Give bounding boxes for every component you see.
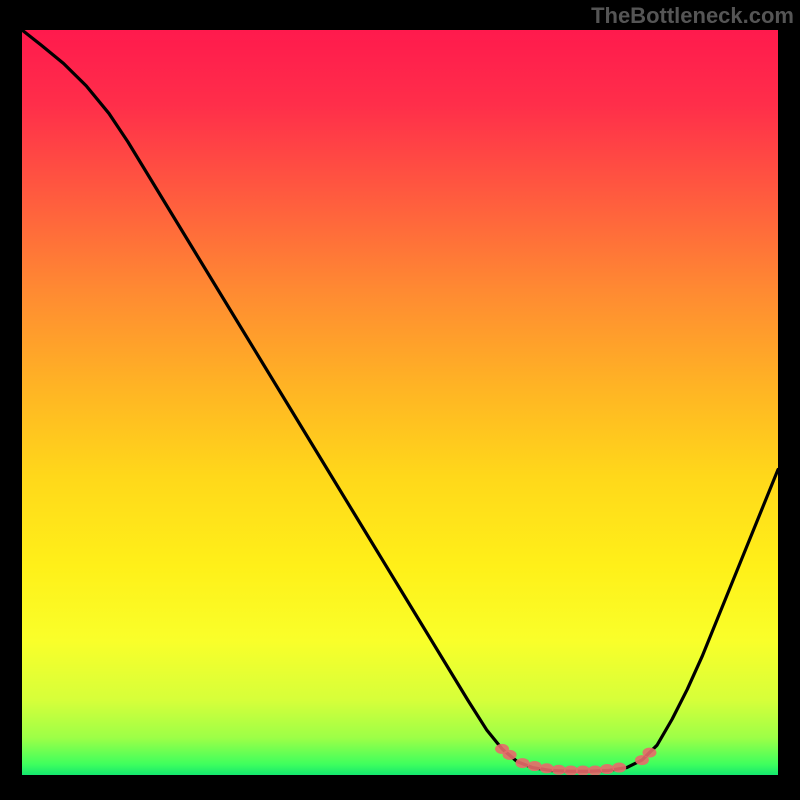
curve-layer [22, 30, 778, 775]
bottleneck-chart: TheBottleneck.com [0, 0, 800, 800]
plot-area [22, 30, 778, 775]
marker-point [588, 766, 602, 775]
marker-point [528, 761, 542, 771]
bottleneck-curve [22, 30, 778, 771]
watermark-text: TheBottleneck.com [591, 3, 794, 29]
marker-point [564, 766, 578, 775]
marker-point [612, 763, 626, 773]
marker-point [600, 764, 614, 774]
marker-point [503, 750, 517, 760]
marker-point [642, 748, 656, 758]
marker-point [576, 766, 590, 775]
marker-point [515, 758, 529, 768]
marker-point [552, 765, 566, 775]
optimal-range-markers [495, 744, 656, 775]
marker-point [540, 763, 554, 773]
